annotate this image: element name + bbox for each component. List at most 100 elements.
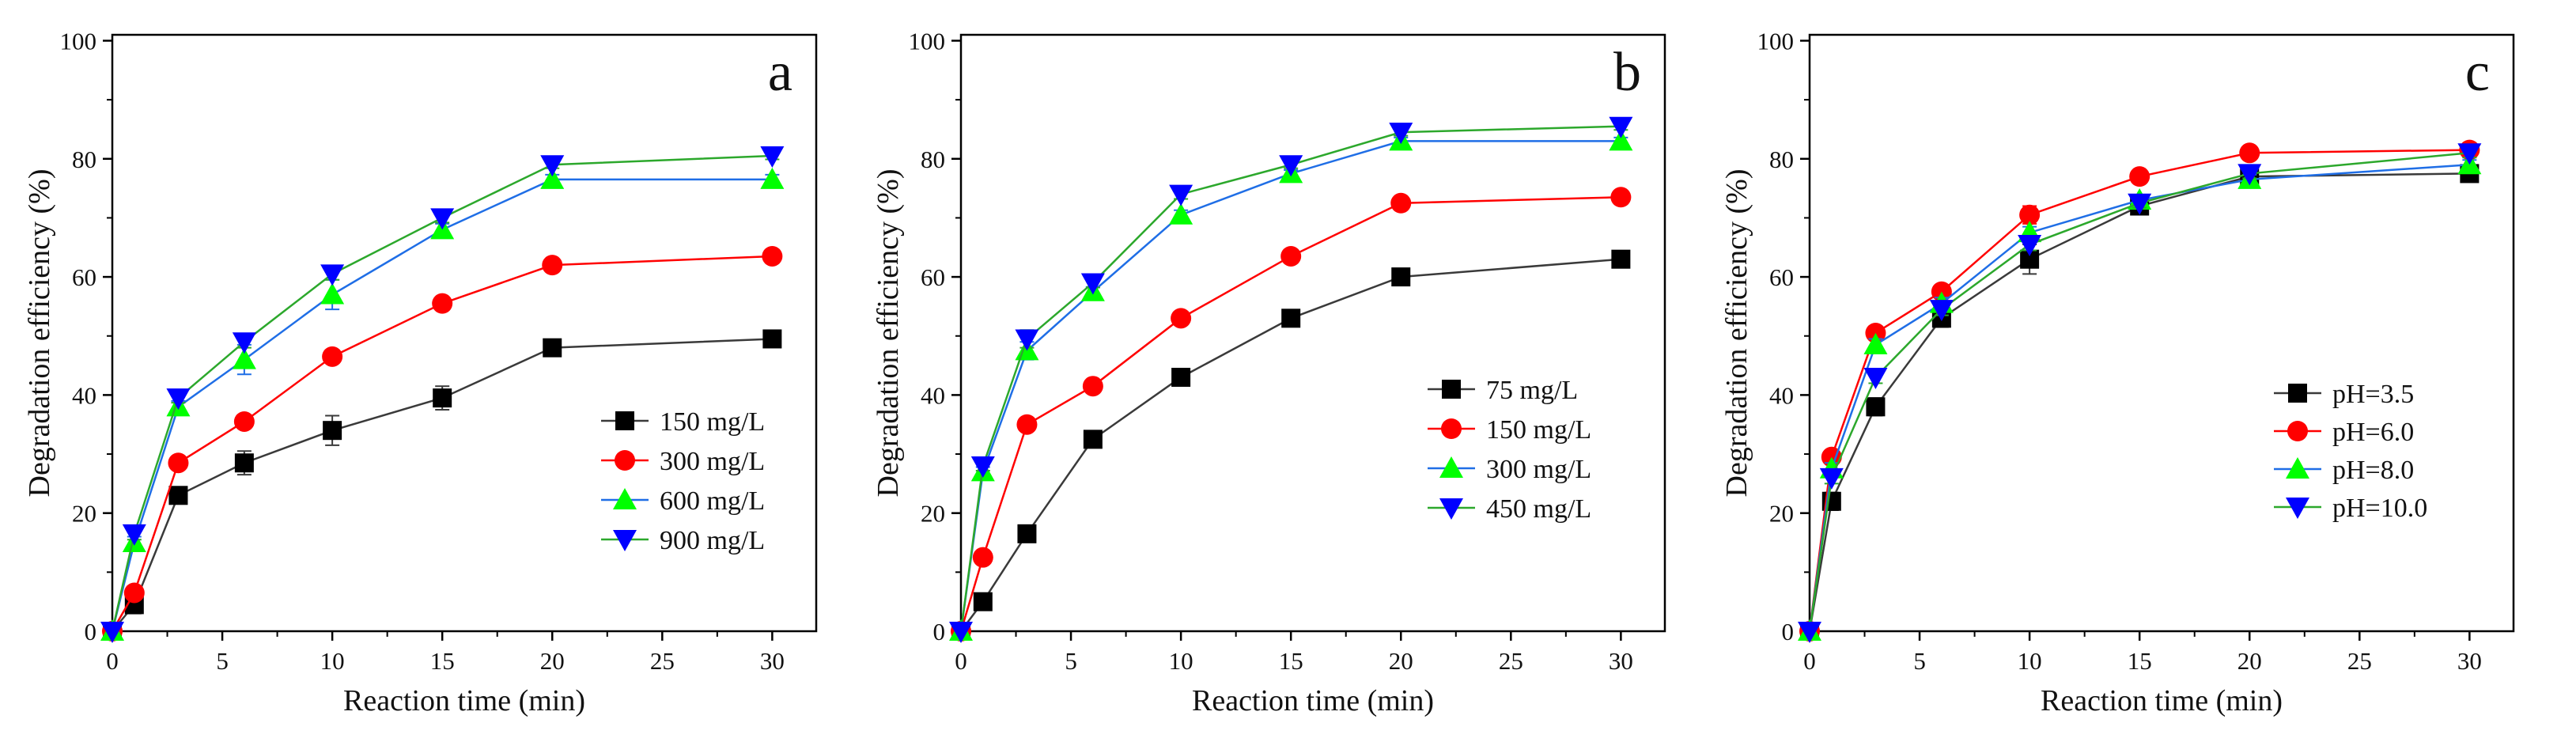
legend-marker (2286, 457, 2309, 479)
x-tick-label: 5 (1065, 647, 1077, 675)
data-point (972, 547, 993, 568)
legend-label: 300 mg/L (1486, 455, 1591, 484)
data-point (2239, 142, 2260, 164)
y-tick-label: 100 (909, 27, 946, 55)
data-point (322, 346, 343, 367)
plot-frame (959, 33, 1666, 633)
legend-label: pH=10.0 (2332, 494, 2427, 523)
data-point (760, 146, 785, 168)
legend-marker (615, 450, 635, 471)
data-point (973, 592, 993, 611)
x-axis-title: Reaction time (min) (2041, 684, 2283, 717)
legend: pH=3.5 pH=6.0 pH=8.0 pH=10.0 (2274, 380, 2427, 523)
x-axis-title: Reaction time (min) (1192, 684, 1434, 717)
x-tick-label: 15 (430, 647, 455, 675)
data-point (1082, 376, 1103, 397)
data-point (1929, 300, 1954, 322)
legend-marker (1442, 380, 1461, 399)
x-tick-label: 5 (216, 647, 229, 675)
x-tick-label: 20 (540, 647, 565, 675)
y-tick-label: 20 (921, 500, 945, 528)
data-point (232, 347, 256, 369)
legend: 150 mg/L 300 mg/L 600 mg/L 900 mg/L (601, 407, 765, 555)
chart-panel-c: 0 5 10 15 20 25 30 0 20 40 60 80 100 Reaction time (m… (1720, 27, 2515, 717)
panel-label: a (768, 42, 792, 103)
series-line (959, 196, 1621, 632)
data-point (2237, 164, 2262, 186)
data-point (1171, 308, 1192, 329)
x-tick-label: 30 (760, 647, 785, 675)
data-point (1171, 367, 1191, 387)
legend-marker (2287, 421, 2308, 441)
y-tick-label: 80 (72, 146, 96, 173)
y-tick-label: 100 (60, 27, 97, 55)
data-point (1390, 192, 1412, 214)
data-point (762, 329, 782, 349)
legend-label: 150 mg/L (660, 407, 765, 437)
panel-label: b (1613, 42, 1641, 103)
x-tick-label: 30 (1609, 647, 1633, 675)
x-tick-label: 10 (1169, 647, 1193, 675)
data-point (1169, 202, 1193, 225)
legend-label: 450 mg/L (1486, 494, 1591, 524)
y-tick-label: 0 (933, 618, 946, 645)
data-point (1819, 467, 1844, 490)
data-point (542, 255, 563, 276)
y-tick-label: 40 (1769, 381, 1794, 409)
data-point (430, 208, 455, 230)
legend-marker (613, 488, 637, 509)
data-point (2018, 235, 2042, 257)
y-tick-label: 20 (72, 500, 96, 528)
x-tick-label: 25 (650, 647, 675, 675)
data-point (970, 456, 995, 478)
data-point (1015, 329, 1039, 351)
data-point (1279, 155, 1303, 177)
data-point (320, 264, 345, 286)
data-point (2129, 166, 2150, 187)
legend-label: pH=6.0 (2332, 418, 2414, 447)
y-tick-label: 0 (1782, 618, 1795, 645)
legend-label: 300 mg/L (660, 447, 765, 476)
y-tick-label: 20 (1769, 500, 1794, 528)
data-point (1610, 187, 1632, 208)
data-point (762, 245, 783, 267)
data-point (1863, 367, 1888, 389)
data-point (543, 338, 562, 358)
data-point (1016, 414, 1038, 435)
legend-marker (1439, 456, 1463, 478)
data-point (233, 411, 255, 432)
x-tick-label: 0 (955, 647, 967, 675)
data-point (122, 524, 146, 546)
data-point (1866, 397, 1886, 417)
data-point (2128, 193, 2152, 215)
y-tick-label: 60 (921, 263, 945, 291)
series-2 (951, 187, 1632, 641)
legend-marker (613, 530, 637, 551)
x-tick-label: 5 (1913, 647, 1926, 675)
panel-label: c (2465, 42, 2490, 103)
data-point (323, 421, 342, 441)
y-tick-label: 40 (921, 381, 945, 409)
legend: 75 mg/L 150 mg/L 300 mg/L 450 mg/L (1428, 376, 1591, 524)
series-line (1808, 149, 2470, 632)
series-4 (949, 116, 1633, 643)
legend-label: 150 mg/L (1486, 415, 1591, 445)
series-1 (951, 249, 1631, 641)
series-line (1808, 172, 2470, 632)
data-point (540, 167, 565, 189)
data-point (1389, 123, 1413, 145)
legend-label: 75 mg/L (1486, 376, 1578, 405)
data-point (1609, 116, 1633, 138)
series-4 (100, 146, 785, 643)
data-point (760, 167, 785, 189)
data-point (2457, 143, 2482, 165)
plot-frame (1808, 33, 2515, 633)
series-line (959, 140, 1621, 632)
legend-marker (1439, 498, 1463, 520)
chart-panel-a: 0 5 10 15 20 25 30 0 20 40 60 80 100 Reaction time (m… (23, 27, 818, 717)
legend-marker (2288, 384, 2307, 403)
x-tick-label: 25 (1499, 647, 1523, 675)
x-tick-label: 0 (106, 647, 119, 675)
y-axis-title: Degradation efficiency (%) (1720, 169, 1753, 498)
